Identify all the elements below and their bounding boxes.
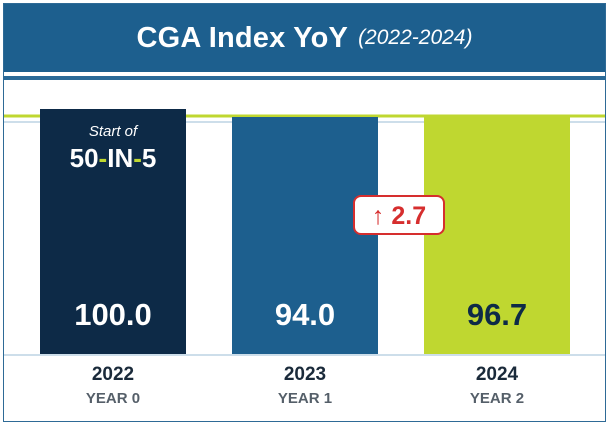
change-value-label: ↑ 2.7 [372, 202, 426, 230]
chart-subtitle: (2022-2024) [358, 26, 473, 49]
chart-header: CGA Index YoY (2022-2024) [4, 4, 605, 76]
bar-value-label: 94.0 [275, 297, 335, 332]
bar-value-label: 100.0 [74, 297, 152, 332]
header-underline [4, 76, 605, 80]
bar-value-label: 96.7 [467, 297, 527, 332]
x-tick-sublabel: YEAR 2 [470, 390, 524, 407]
x-tick-sublabel: YEAR 0 [86, 390, 140, 407]
bar-chart: 100.0 2022 YEAR 0 94.0 2023 YEAR 1 96.7 2024 YEA… [4, 109, 605, 407]
start-of-label: Start of [89, 123, 139, 140]
bar-2023 [232, 117, 378, 354]
x-tick-label: 2024 [476, 364, 519, 385]
bar-2024 [424, 117, 570, 354]
fifty-in-five-logo: 50-IN-5 [70, 143, 157, 173]
x-tick-sublabel: YEAR 1 [278, 390, 332, 407]
bar-2022 [40, 109, 186, 354]
chart-title: CGA Index YoY [136, 21, 349, 54]
change-badge [353, 195, 445, 235]
x-tick-label: 2023 [284, 364, 326, 385]
chart-frame: CGA Index YoY (2022-2024) 100.0 2022 YEAR … [3, 3, 606, 422]
x-tick-label: 2022 [92, 364, 134, 385]
up-arrow-icon: ↑ [372, 202, 391, 230]
